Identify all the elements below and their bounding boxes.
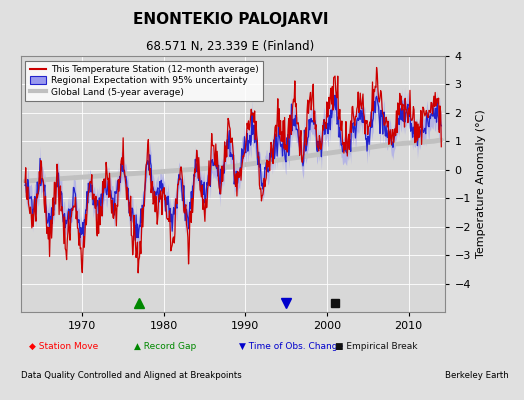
Text: Berkeley Earth: Berkeley Earth — [444, 372, 508, 380]
Text: ■ Empirical Break: ■ Empirical Break — [335, 342, 418, 351]
Text: ▲ Record Gap: ▲ Record Gap — [134, 342, 196, 351]
Text: Data Quality Controlled and Aligned at Breakpoints: Data Quality Controlled and Aligned at B… — [21, 372, 242, 380]
Text: 68.571 N, 23.339 E (Finland): 68.571 N, 23.339 E (Finland) — [146, 40, 315, 53]
Legend: This Temperature Station (12-month average), Regional Expectation with 95% uncer: This Temperature Station (12-month avera… — [26, 60, 263, 101]
Y-axis label: Temperature Anomaly (°C): Temperature Anomaly (°C) — [476, 110, 486, 258]
Text: ENONTEKIO PALOJARVI: ENONTEKIO PALOJARVI — [133, 12, 329, 27]
Text: ▼ Time of Obs. Change: ▼ Time of Obs. Change — [239, 342, 343, 351]
Text: ◆ Station Move: ◆ Station Move — [29, 342, 99, 351]
